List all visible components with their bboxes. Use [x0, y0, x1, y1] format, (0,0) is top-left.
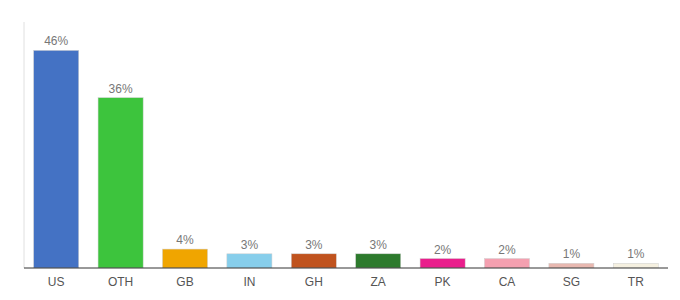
x-tick-label: CA [499, 275, 516, 289]
data-label: 3% [305, 238, 323, 252]
x-tick-label: ZA [371, 275, 386, 289]
y-axis-line [24, 22, 25, 268]
x-tick-label: OTH [108, 275, 133, 289]
data-label: 4% [176, 233, 194, 247]
x-tick-label: SG [563, 275, 580, 289]
data-label: 1% [627, 247, 645, 261]
x-axis-line [24, 268, 668, 269]
data-label: 2% [434, 243, 452, 257]
bars [34, 50, 659, 268]
bar [291, 254, 336, 268]
data-label: 1% [563, 247, 581, 261]
bar [34, 50, 79, 268]
bar [98, 98, 143, 268]
bar [549, 263, 594, 268]
x-tick-label: TR [628, 275, 644, 289]
x-tick-label: US [48, 275, 65, 289]
bar [484, 259, 529, 268]
bar [613, 263, 658, 268]
x-tick-label: PK [435, 275, 451, 289]
bar [227, 254, 272, 268]
chart-svg: 46% 36% 4% 3% 3% 3% 2% 2% 1% 1% US OTH GB IN GH ZA PK CA S… [0, 0, 680, 300]
x-tick-label: GB [176, 275, 193, 289]
bar [420, 259, 465, 268]
x-tick-label: GH [305, 275, 323, 289]
data-label: 3% [241, 238, 259, 252]
chart-container: 46% 36% 4% 3% 3% 3% 2% 2% 1% 1% US OTH GB IN GH ZA PK CA S… [0, 0, 680, 300]
x-tick-label: IN [243, 275, 255, 289]
data-label: 36% [109, 82, 133, 96]
data-label: 2% [498, 243, 516, 257]
bar [356, 254, 401, 268]
data-label: 3% [370, 238, 388, 252]
data-label: 46% [44, 34, 68, 48]
bar [162, 249, 207, 268]
